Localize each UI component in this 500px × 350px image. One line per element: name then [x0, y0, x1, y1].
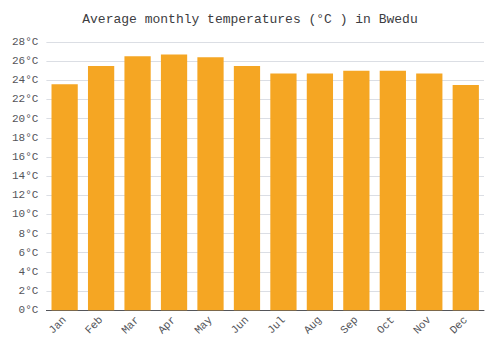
svg-text:Apr: Apr: [156, 314, 178, 336]
svg-text:22°C: 22°C: [12, 93, 39, 105]
svg-text:Aug: Aug: [302, 314, 324, 336]
svg-text:Nov: Nov: [411, 314, 434, 337]
svg-text:4°C: 4°C: [19, 266, 39, 278]
svg-text:6°C: 6°C: [19, 247, 39, 259]
svg-text:Oct: Oct: [375, 314, 397, 336]
svg-text:Mar: Mar: [119, 314, 141, 336]
svg-text:2°C: 2°C: [19, 285, 39, 297]
svg-text:20°C: 20°C: [12, 113, 39, 125]
svg-text:Jan: Jan: [46, 314, 68, 336]
svg-text:Feb: Feb: [83, 314, 105, 336]
svg-text:16°C: 16°C: [12, 151, 39, 163]
svg-text:0°C: 0°C: [19, 304, 39, 316]
svg-text:18°C: 18°C: [12, 132, 39, 144]
svg-text:8°C: 8°C: [19, 228, 39, 240]
svg-text:Jul: Jul: [265, 314, 287, 336]
svg-text:10°C: 10°C: [12, 208, 39, 220]
svg-text:24°C: 24°C: [12, 74, 39, 86]
svg-text:Sep: Sep: [338, 314, 360, 336]
svg-text:Average monthly temperatures (: Average monthly temperatures (°C ) in Bw…: [82, 12, 417, 27]
svg-text:Dec: Dec: [448, 314, 470, 336]
svg-text:12°C: 12°C: [12, 189, 39, 201]
svg-text:28°C: 28°C: [12, 36, 39, 48]
svg-text:14°C: 14°C: [12, 170, 39, 182]
svg-text:Jun: Jun: [229, 314, 251, 336]
svg-text:26°C: 26°C: [12, 55, 39, 67]
svg-text:May: May: [192, 314, 215, 337]
